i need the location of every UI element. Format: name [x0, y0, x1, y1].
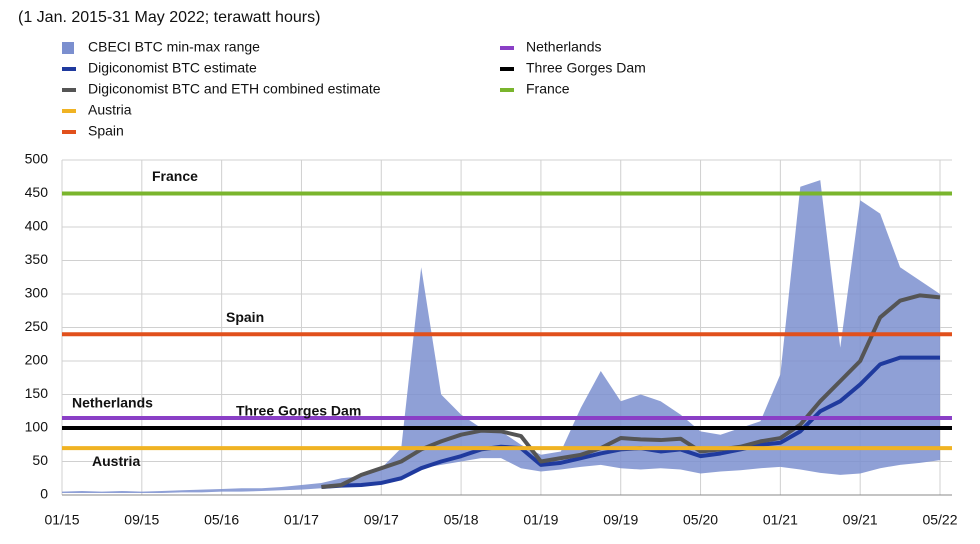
x-tick-label: 01/19	[523, 512, 558, 528]
y-tick-label: 500	[25, 151, 49, 167]
y-tick-label: 300	[25, 285, 49, 301]
reference-label: Spain	[226, 309, 264, 325]
legend-swatch	[500, 67, 514, 71]
reference-label: France	[152, 168, 198, 184]
x-tick-label: 01/15	[44, 512, 79, 528]
y-tick-label: 450	[25, 184, 49, 200]
x-tick-label: 09/19	[603, 512, 638, 528]
y-tick-label: 50	[32, 452, 48, 468]
x-tick-label: 01/21	[763, 512, 798, 528]
reference-label: Three Gorges Dam	[236, 403, 361, 419]
legend-swatch	[62, 109, 76, 113]
legend-label: Digiconomist BTC estimate	[88, 60, 257, 76]
legend-swatch	[500, 88, 514, 92]
y-tick-label: 200	[25, 352, 49, 368]
legend-swatch	[62, 67, 76, 71]
reference-label: Netherlands	[72, 395, 153, 411]
y-tick-label: 0	[40, 486, 48, 502]
reference-label: Austria	[92, 453, 140, 469]
chart-subtitle: (1 Jan. 2015-31 May 2022; terawatt hours…	[18, 9, 320, 26]
x-tick-label: 05/18	[444, 512, 479, 528]
y-tick-label: 400	[25, 218, 49, 234]
legend-label: Netherlands	[526, 39, 602, 55]
y-tick-label: 150	[25, 385, 49, 401]
legend-label: Spain	[88, 123, 124, 139]
x-tick-label: 09/15	[124, 512, 159, 528]
legend-swatch	[62, 88, 76, 92]
x-tick-label: 05/20	[683, 512, 718, 528]
legend-label: Three Gorges Dam	[526, 60, 646, 76]
y-tick-label: 250	[25, 318, 49, 334]
legend-label: France	[526, 81, 570, 97]
legend-swatch	[500, 46, 514, 50]
legend-label: Digiconomist BTC and ETH combined estima…	[88, 81, 381, 97]
x-tick-label: 05/16	[204, 512, 239, 528]
y-tick-label: 100	[25, 419, 49, 435]
y-tick-label: 350	[25, 251, 49, 267]
legend-label: CBECI BTC min-max range	[88, 39, 260, 55]
range-area	[62, 180, 940, 493]
legend-label: Austria	[88, 102, 132, 118]
x-tick-label: 09/21	[843, 512, 878, 528]
x-tick-label: 05/22	[922, 512, 957, 528]
legend-swatch	[62, 42, 74, 54]
x-tick-label: 09/17	[364, 512, 399, 528]
legend-swatch	[62, 130, 76, 134]
x-tick-label: 01/17	[284, 512, 319, 528]
